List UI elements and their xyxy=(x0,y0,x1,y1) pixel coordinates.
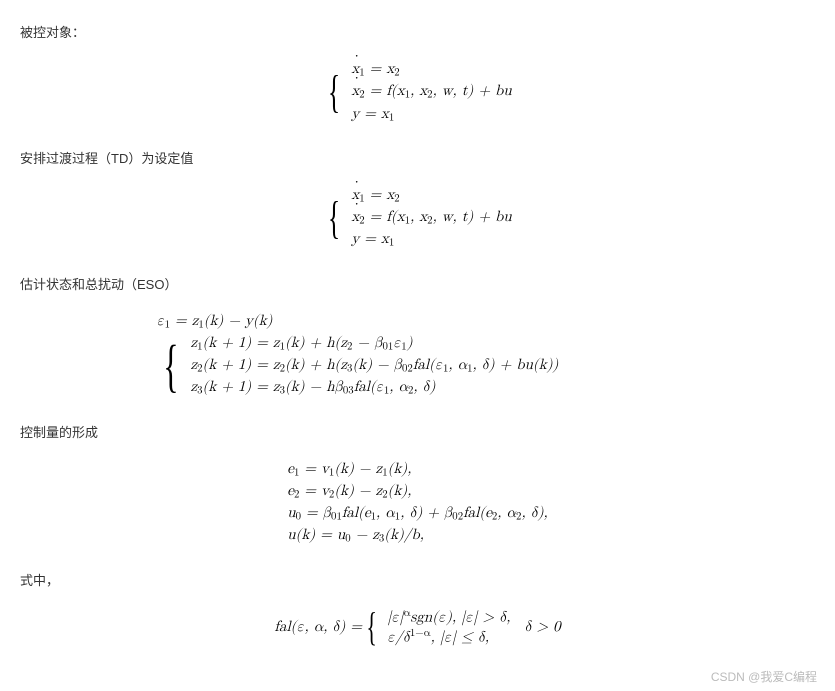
eq-eso: ε1 = z1(k) − y(k) { z1(k + 1) = z1(k) + … xyxy=(20,311,815,400)
eq-fal: fal(ε, α, δ) = { |ε|αsgn(ε), |ε| > δ, ε/… xyxy=(20,607,815,648)
brace-icon: { xyxy=(328,195,340,241)
brace-icon: { xyxy=(163,337,178,395)
eq-plant: { x1 = x2 x2 = f(x1, x2, w, t) + bu y = … xyxy=(20,59,815,126)
label-control: 控制量的形成 xyxy=(20,422,815,441)
eq-control: e1 = v1(k) − z1(k), e2 = v2(k) − z2(k), … xyxy=(20,459,815,548)
watermark: CSDN @我爱C编程 xyxy=(711,668,817,685)
label-plant: 被控对象： xyxy=(20,22,815,41)
label-td: 安排过渡过程（TD）为设定值 xyxy=(20,148,815,167)
label-eso: 估计状态和总扰动（ESO） xyxy=(20,274,815,293)
brace-icon: { xyxy=(366,607,377,647)
eq-td: { x1 = x2 x2 = f(x1, x2, w, t) + bu y = … xyxy=(20,185,815,252)
label-where: 式中， xyxy=(20,570,815,589)
brace-icon: { xyxy=(328,69,340,115)
